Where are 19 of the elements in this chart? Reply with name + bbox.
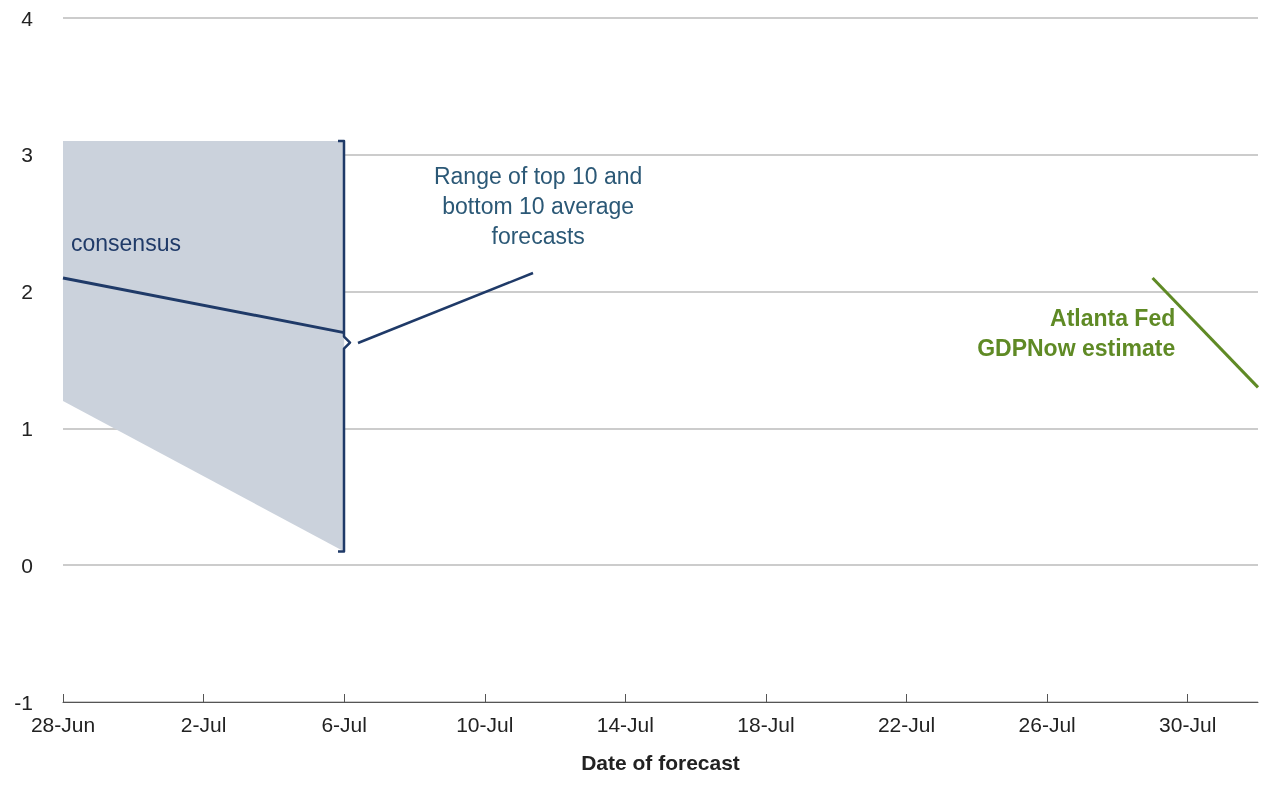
x-axis-title: Date of forecast bbox=[581, 751, 740, 774]
x-tick-label: 26-Jul bbox=[1018, 713, 1076, 736]
series-label: Atlanta Fed GDPNow estimate bbox=[976, 303, 1176, 363]
y-tick-label: 0 bbox=[21, 553, 33, 577]
x-tick-label: 10-Jul bbox=[456, 713, 514, 736]
y-tick-label: 4 bbox=[21, 6, 34, 30]
y-tick-label: 1 bbox=[21, 416, 33, 440]
x-tick-label: 6-Jul bbox=[321, 713, 367, 736]
x-tick-label: 14-Jul bbox=[596, 713, 654, 736]
x-tick-label: 30-Jul bbox=[1159, 713, 1217, 736]
y-tick-label: 3 bbox=[21, 143, 33, 167]
x-tick-label: 22-Jul bbox=[877, 713, 936, 736]
x-tick-label: 2-Jul bbox=[180, 713, 227, 736]
annotation: Range of top 10 and bottom 10 average forecasts bbox=[432, 162, 644, 252]
x-tick-label: 18-Jul bbox=[737, 713, 795, 736]
x-tick-label: 28-Jun bbox=[30, 713, 96, 736]
series-label: consensus bbox=[71, 228, 182, 258]
y-tick-label: 2 bbox=[21, 280, 33, 304]
y-tick-label: -1 bbox=[14, 690, 33, 714]
